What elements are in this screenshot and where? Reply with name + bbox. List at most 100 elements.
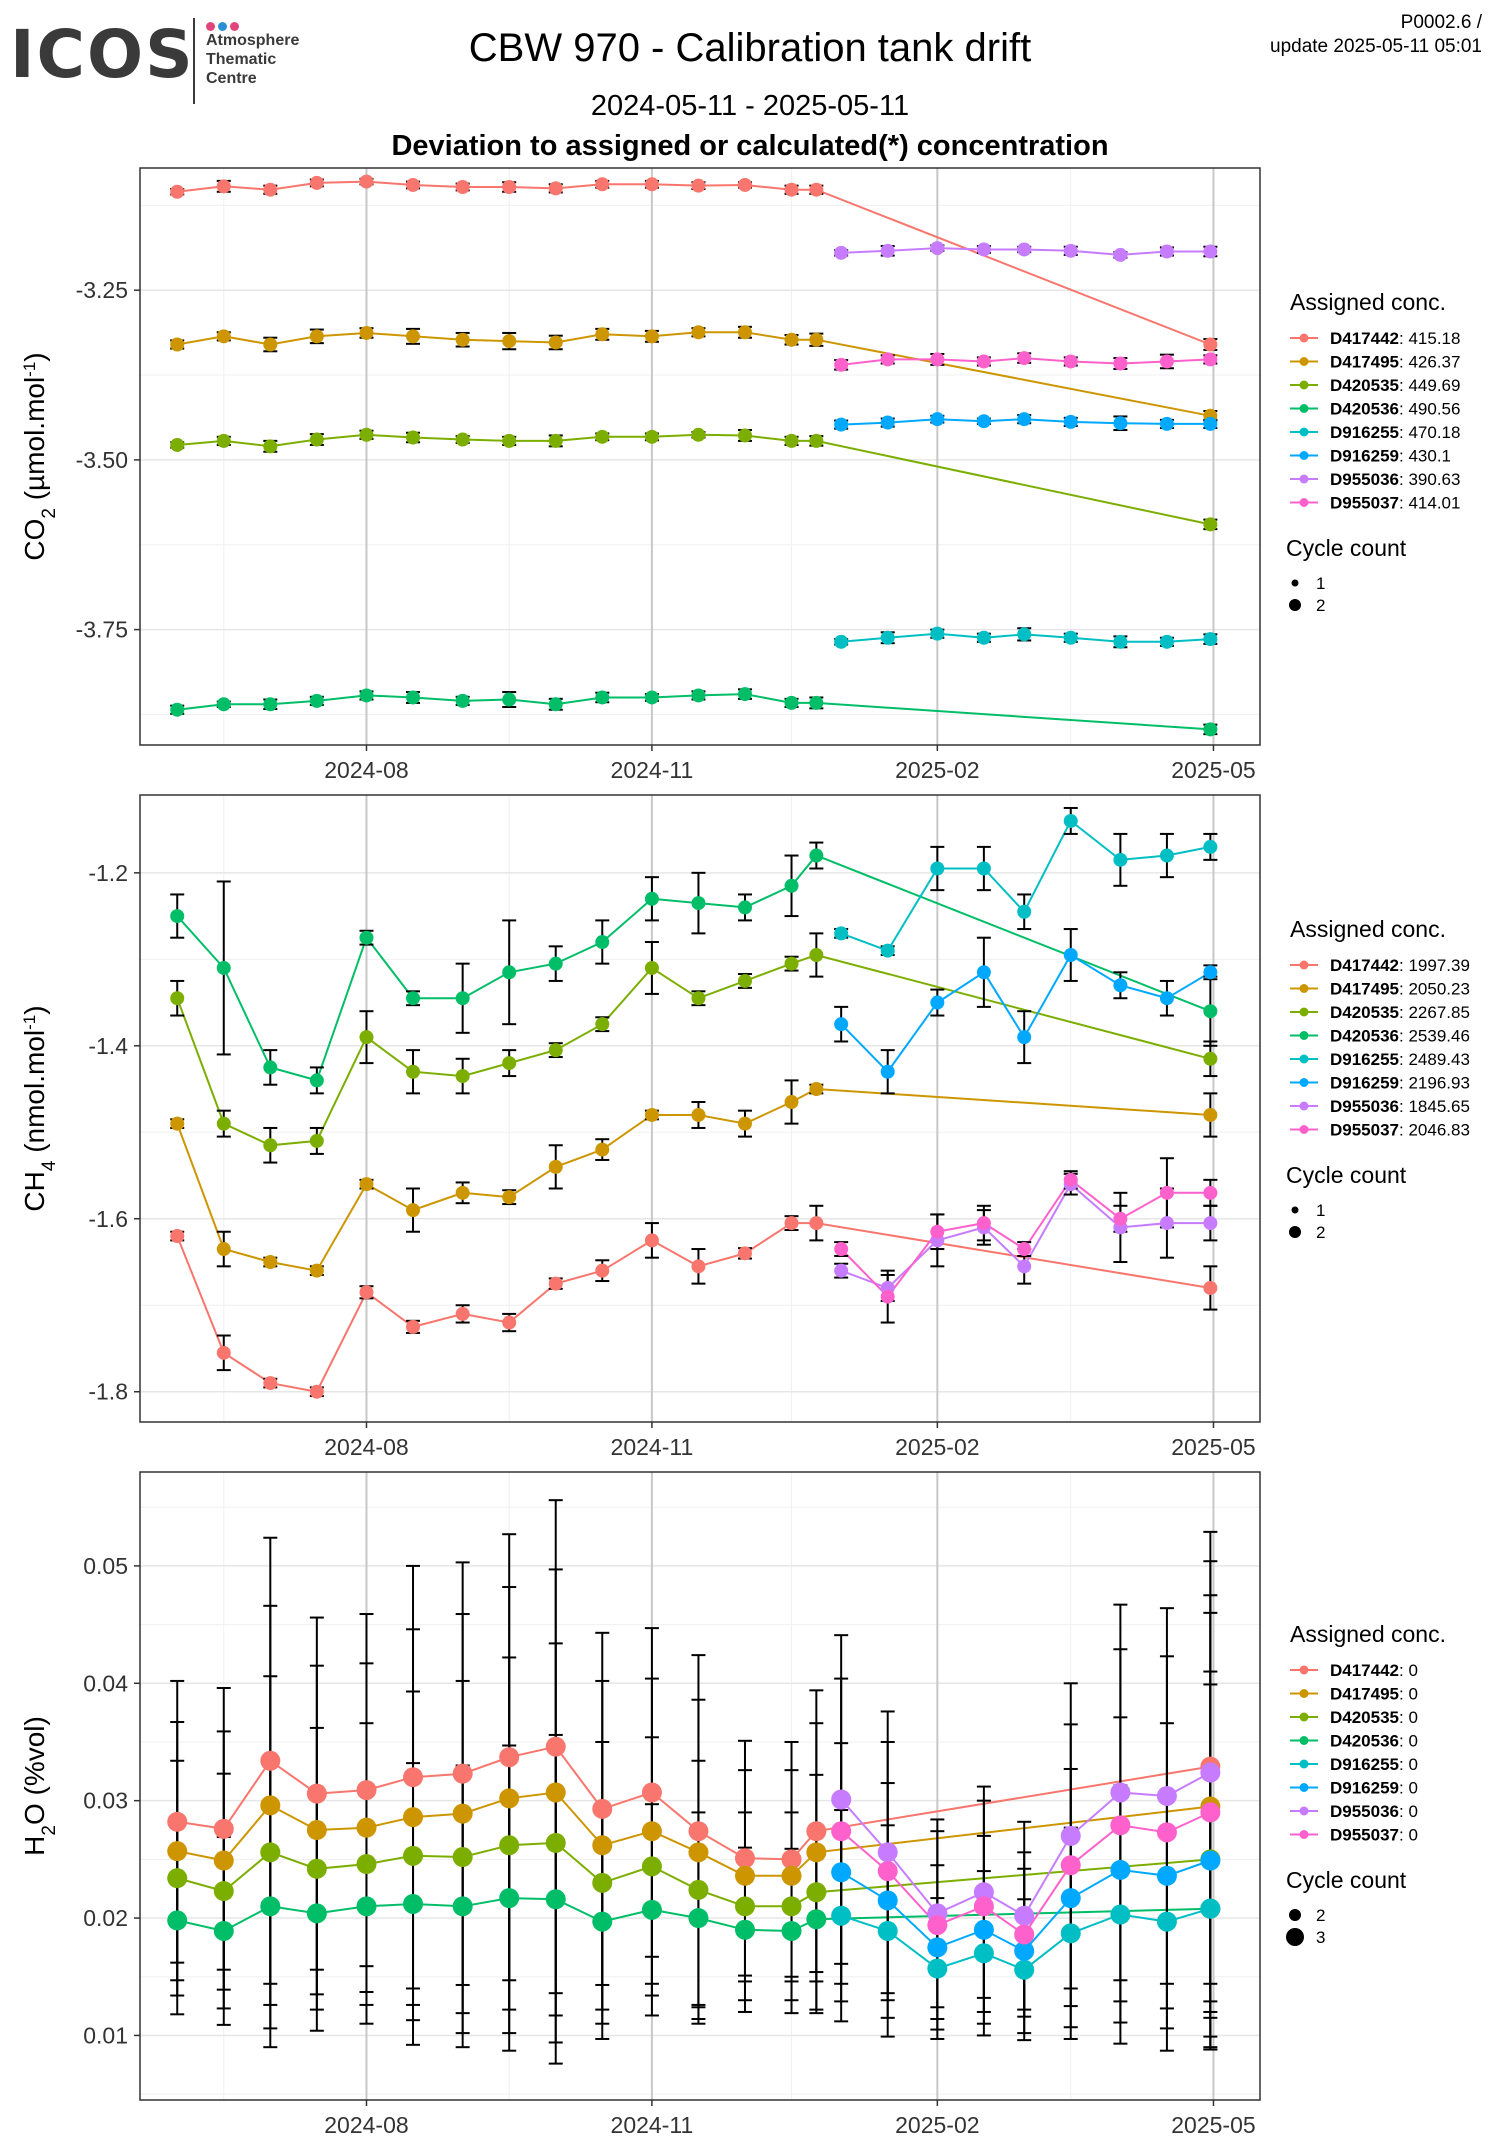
size-legend-label: 1 [1316, 574, 1325, 593]
data-point-D420536 [809, 848, 824, 863]
data-point-D916255 [834, 926, 849, 941]
data-point-D955036 [1200, 1762, 1221, 1783]
data-point-D955036 [973, 1882, 994, 1903]
plot-background [140, 1472, 1260, 2100]
legend-item-D916259: D916259: 430.1 [1290, 447, 1451, 466]
data-point-D417495 [781, 1865, 802, 1886]
legend-item-D420536: D420536: 490.56 [1290, 400, 1460, 419]
x-tick-label: 2024-11 [611, 2112, 694, 2138]
data-point-D417442 [545, 1736, 566, 1757]
legend-label: D916255: 470.18 [1330, 423, 1460, 442]
data-point-D420536 [359, 930, 374, 945]
legend-label: D420535: 449.69 [1330, 376, 1460, 395]
x-tick-label: 2025-05 [1171, 757, 1255, 783]
data-point-D955037 [1156, 1822, 1177, 1843]
plot-area [167, 1499, 1221, 2065]
data-point-D916255 [1060, 1923, 1081, 1944]
data-point-D916259 [973, 1919, 994, 1940]
data-point-D916259 [1203, 416, 1218, 431]
series-line-D420535 [176, 1841, 1211, 1908]
data-point-D420535 [809, 433, 824, 448]
data-point-D417495 [784, 332, 799, 347]
legend-label: D955037: 414.01 [1330, 494, 1460, 513]
data-point-D417495 [216, 329, 231, 344]
series-line-D417442 [177, 1745, 1211, 1861]
legend-label: D955036: 0 [1330, 1802, 1418, 1821]
data-point-D417495 [170, 337, 185, 352]
data-point-D417442 [737, 1246, 752, 1261]
data-point-D417442 [809, 182, 824, 197]
data-point-D420536 [545, 1889, 566, 1910]
data-point-D420536 [170, 702, 185, 717]
legend-label: D955037: 0 [1330, 1826, 1418, 1845]
legend-label: D955036: 390.63 [1330, 470, 1460, 489]
series-line-D420535 [177, 433, 1211, 526]
data-point-D420535 [737, 973, 752, 988]
data-point-D417495 [263, 337, 278, 352]
data-point-D916259 [1159, 416, 1174, 431]
data-point-D420535 [548, 433, 563, 448]
data-point-D420535 [406, 1064, 421, 1079]
data-point-D420536 [455, 693, 470, 708]
data-point-D916259 [834, 417, 849, 432]
data-point-D955036 [1063, 243, 1078, 258]
y-tick-label: -1.8 [88, 1379, 128, 1405]
series-line-D420536 [177, 693, 1211, 731]
data-point-D955037 [927, 1915, 948, 1936]
page-title: CBW 970 - Calibration tank drift [468, 26, 1032, 70]
data-point-D417442 [737, 177, 752, 192]
data-point-D420536 [216, 697, 231, 712]
data-point-D417442 [595, 177, 610, 192]
size-legend-label: 3 [1316, 1928, 1325, 1947]
data-point-D916255 [930, 626, 945, 641]
legend-item-D417495: D417495: 426.37 [1290, 353, 1460, 372]
data-point-D417442 [691, 1259, 706, 1274]
data-point-D417442 [641, 1782, 662, 1803]
data-point-D955036 [1060, 1825, 1081, 1846]
data-point-D417442 [260, 1750, 281, 1771]
data-point-D955037 [831, 1821, 852, 1842]
data-point-D420535 [502, 433, 517, 448]
data-point-D955037 [1110, 1815, 1131, 1836]
data-point-D417495 [309, 329, 324, 344]
data-point-D955036 [1203, 1216, 1218, 1231]
data-point-D420536 [216, 960, 231, 975]
data-point-D417442 [548, 1276, 563, 1291]
data-point-D417442 [809, 1216, 824, 1231]
data-point-D916259 [834, 1017, 849, 1032]
data-point-D420535 [309, 432, 324, 447]
data-point-D420536 [406, 690, 421, 705]
logo-sub-2: Thematic [206, 51, 277, 68]
data-point-D916259 [1017, 1030, 1032, 1045]
data-point-D420535 [403, 1845, 424, 1866]
y-tick-label: -3.25 [76, 277, 128, 303]
legend-item-D955037: D955037: 414.01 [1290, 494, 1460, 513]
x-tick-label: 2025-02 [895, 757, 979, 783]
data-point-D417442 [403, 1767, 424, 1788]
data-point-D955037 [1159, 354, 1174, 369]
series-line-D417495 [177, 331, 1211, 417]
legend-size-title: Cycle count [1286, 535, 1407, 561]
data-point-D420535 [784, 433, 799, 448]
data-point-D420536 [306, 1903, 327, 1924]
data-point-D916259 [1063, 414, 1078, 429]
data-point-D420535 [309, 1133, 324, 1148]
plot-frame [139, 794, 1261, 1423]
data-point-D417495 [548, 335, 563, 350]
data-point-D916259 [1017, 412, 1032, 427]
data-point-D916259 [927, 1937, 948, 1958]
data-point-D417442 [806, 1821, 827, 1842]
data-point-D916255 [1017, 627, 1032, 642]
y-tick-label: 0.03 [83, 1788, 128, 1814]
data-point-D417495 [502, 1190, 517, 1205]
data-point-D417442 [455, 1306, 470, 1321]
data-point-D420535 [306, 1858, 327, 1879]
data-point-D417442 [784, 1216, 799, 1231]
panel-h2o: 0.01 0.02 0.03 0.04 0.05 2024-08 2024-11 2025-0… [19, 1471, 1446, 2138]
data-point-D417495 [545, 1782, 566, 1803]
data-point-D955037 [1060, 1855, 1081, 1876]
legend-title: Assigned conc. [1290, 289, 1446, 315]
code-label: P0002.6 / [1400, 12, 1482, 33]
data-point-D420536 [809, 695, 824, 710]
data-point-D916255 [1113, 852, 1128, 867]
